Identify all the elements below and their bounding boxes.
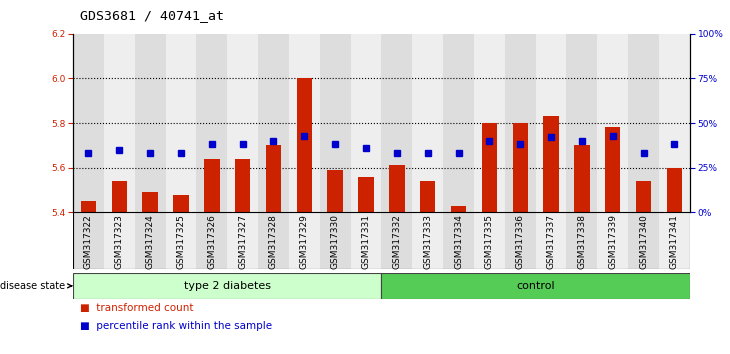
Text: GSM317341: GSM317341 xyxy=(670,214,679,269)
Bar xyxy=(474,34,504,212)
Text: ■  percentile rank within the sample: ■ percentile rank within the sample xyxy=(80,321,272,331)
Bar xyxy=(289,34,320,212)
Bar xyxy=(196,34,227,212)
Bar xyxy=(166,34,196,212)
Bar xyxy=(636,181,651,212)
Bar xyxy=(258,34,289,212)
Bar xyxy=(73,212,104,269)
Text: GSM317330: GSM317330 xyxy=(331,214,339,269)
Bar xyxy=(227,34,258,212)
Text: GSM317338: GSM317338 xyxy=(577,214,586,269)
Bar xyxy=(575,145,590,212)
Text: GSM317327: GSM317327 xyxy=(238,214,247,269)
Bar xyxy=(512,123,528,212)
Text: GSM317322: GSM317322 xyxy=(84,214,93,269)
Bar xyxy=(320,34,350,212)
Bar xyxy=(505,34,536,212)
Bar xyxy=(536,34,566,212)
Bar xyxy=(381,34,412,212)
Text: GSM317340: GSM317340 xyxy=(639,214,648,269)
Bar xyxy=(328,170,343,212)
Text: GSM317329: GSM317329 xyxy=(300,214,309,269)
Bar xyxy=(381,212,412,269)
Bar xyxy=(666,168,682,212)
Bar xyxy=(474,212,504,269)
Text: GSM317334: GSM317334 xyxy=(454,214,463,269)
Bar xyxy=(597,34,628,212)
Text: GSM317328: GSM317328 xyxy=(269,214,278,269)
Text: GSM317324: GSM317324 xyxy=(145,214,155,269)
Bar xyxy=(628,212,659,269)
Bar xyxy=(451,206,466,212)
Text: GSM317325: GSM317325 xyxy=(177,214,185,269)
Bar xyxy=(358,177,374,212)
Bar xyxy=(134,212,166,269)
Bar xyxy=(266,145,281,212)
Bar xyxy=(112,181,127,212)
Bar xyxy=(420,181,435,212)
Text: GSM317335: GSM317335 xyxy=(485,214,494,269)
Bar xyxy=(381,273,690,299)
Text: GDS3681 / 40741_at: GDS3681 / 40741_at xyxy=(80,9,224,22)
Text: GSM317339: GSM317339 xyxy=(608,214,618,269)
Text: ■  transformed count: ■ transformed count xyxy=(80,303,193,313)
Bar xyxy=(204,159,220,212)
Bar xyxy=(628,34,659,212)
Bar xyxy=(482,123,497,212)
Bar xyxy=(227,212,258,269)
Text: GSM317333: GSM317333 xyxy=(423,214,432,269)
Text: disease state: disease state xyxy=(0,281,72,291)
Bar xyxy=(659,34,690,212)
Bar xyxy=(443,34,474,212)
Bar xyxy=(443,212,474,269)
Text: GSM317337: GSM317337 xyxy=(547,214,556,269)
Bar xyxy=(350,212,381,269)
Bar xyxy=(196,212,227,269)
Bar xyxy=(73,273,381,299)
Bar xyxy=(173,195,188,212)
Bar xyxy=(104,34,134,212)
Bar xyxy=(543,116,558,212)
Bar xyxy=(412,34,443,212)
Text: GSM317336: GSM317336 xyxy=(515,214,525,269)
Text: type 2 diabetes: type 2 diabetes xyxy=(184,281,271,291)
Bar xyxy=(142,192,158,212)
Bar xyxy=(566,34,597,212)
Bar xyxy=(134,34,166,212)
Bar xyxy=(81,201,96,212)
Bar xyxy=(296,78,312,212)
Bar xyxy=(566,212,597,269)
Bar xyxy=(605,127,620,212)
Bar xyxy=(258,212,289,269)
Bar xyxy=(597,212,628,269)
Bar xyxy=(412,212,443,269)
Bar xyxy=(235,159,250,212)
Bar xyxy=(73,34,104,212)
Text: control: control xyxy=(516,281,555,291)
Bar xyxy=(289,212,320,269)
Bar xyxy=(320,212,350,269)
Bar xyxy=(350,34,381,212)
Text: GSM317332: GSM317332 xyxy=(392,214,402,269)
Bar xyxy=(659,212,690,269)
Text: GSM317326: GSM317326 xyxy=(207,214,216,269)
Bar xyxy=(389,165,404,212)
Bar xyxy=(536,212,566,269)
Bar xyxy=(166,212,196,269)
Text: GSM317323: GSM317323 xyxy=(115,214,124,269)
Bar xyxy=(104,212,134,269)
Bar xyxy=(505,212,536,269)
Text: GSM317331: GSM317331 xyxy=(361,214,371,269)
